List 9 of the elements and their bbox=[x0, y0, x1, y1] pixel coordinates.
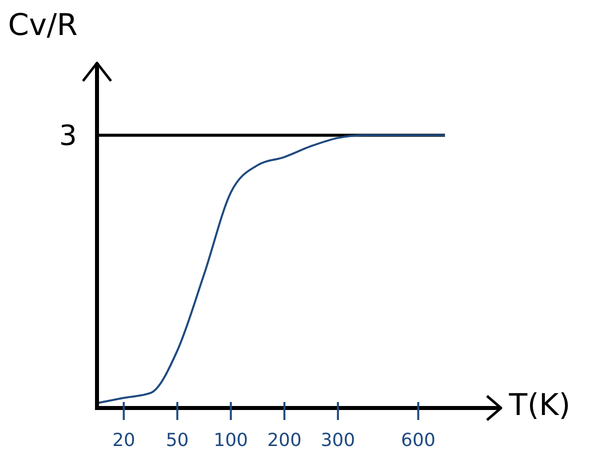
x-tick-label: 20 bbox=[112, 430, 136, 451]
x-tick-label: 100 bbox=[214, 430, 248, 451]
x-tick-label: 300 bbox=[320, 430, 356, 451]
x-tick-label: 50 bbox=[166, 430, 189, 451]
x-tick-label: 200 bbox=[267, 430, 302, 451]
y-axis-title: Cv/R bbox=[8, 8, 78, 44]
x-tick-label: 600 bbox=[401, 430, 436, 451]
x-axis-title: T(K) bbox=[509, 388, 570, 424]
text: 3 bbox=[59, 119, 77, 152]
